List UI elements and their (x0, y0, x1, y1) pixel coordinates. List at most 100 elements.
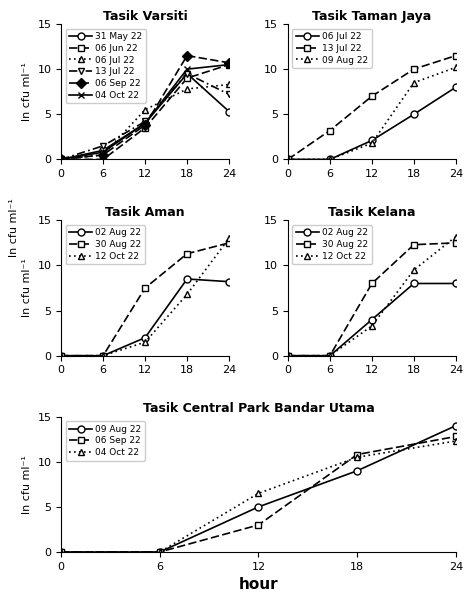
Line: 09 Aug 22: 09 Aug 22 (284, 64, 459, 163)
12 Oct 22 (453, 233, 459, 240)
02 Aug 22 (184, 275, 190, 283)
13 Jul 22 (142, 118, 148, 125)
30 Aug 22 (411, 241, 417, 248)
02 Aug 22 (142, 334, 148, 341)
06 Sep 22 (184, 52, 190, 59)
30 Aug 22 (453, 239, 459, 247)
04 Oct 22 (142, 119, 148, 127)
Legend: 02 Aug 22, 30 Aug 22, 12 Oct 22: 02 Aug 22, 30 Aug 22, 12 Oct 22 (292, 225, 372, 265)
31 May 22 (100, 147, 106, 154)
Legend: 06 Jul 22, 13 Jul 22, 09 Aug 22: 06 Jul 22, 13 Jul 22, 09 Aug 22 (292, 29, 372, 68)
12 Oct 22 (369, 322, 375, 329)
06 Sep 22 (142, 121, 148, 128)
06 Jul 22 (58, 156, 64, 163)
06 Sep 22 (100, 151, 106, 158)
12 Oct 22 (142, 338, 148, 346)
04 Oct 22 (100, 149, 106, 156)
04 Oct 22 (157, 548, 163, 556)
06 Jul 22 (184, 85, 190, 92)
Title: Tasik Varsiti: Tasik Varsiti (103, 10, 188, 23)
06 Jul 22 (411, 110, 417, 118)
04 Oct 22 (58, 548, 64, 556)
02 Aug 22 (226, 278, 232, 285)
12 Oct 22 (411, 266, 417, 274)
Legend: 31 May 22, 06 Jun 22, 06 Jul 22, 13 Jul 22, 06 Sep 22, 04 Oct 22: 31 May 22, 06 Jun 22, 06 Jul 22, 13 Jul … (66, 29, 146, 103)
13 Jul 22 (184, 70, 190, 77)
09 Aug 22 (58, 548, 64, 556)
12 Oct 22 (285, 352, 291, 359)
Line: 31 May 22: 31 May 22 (58, 70, 233, 163)
13 Jul 22 (369, 92, 375, 100)
Line: 06 Sep 22: 06 Sep 22 (58, 52, 233, 163)
06 Jul 22 (369, 137, 375, 144)
06 Sep 22 (256, 521, 261, 529)
30 Aug 22 (285, 352, 291, 359)
06 Sep 22 (453, 433, 459, 440)
06 Jul 22 (226, 81, 232, 88)
13 Jul 22 (58, 156, 64, 163)
02 Aug 22 (453, 280, 459, 287)
09 Aug 22 (369, 140, 375, 147)
13 Jul 22 (411, 65, 417, 73)
Y-axis label: ln cfu ml⁻¹: ln cfu ml⁻¹ (22, 259, 32, 317)
04 Oct 22 (184, 65, 190, 73)
30 Aug 22 (369, 280, 375, 287)
09 Aug 22 (256, 503, 261, 511)
Line: 06 Jul 22: 06 Jul 22 (58, 81, 233, 163)
06 Sep 22 (354, 451, 360, 458)
30 Aug 22 (226, 239, 232, 247)
Title: Tasik Aman: Tasik Aman (105, 206, 185, 219)
06 Jun 22 (100, 156, 106, 163)
Legend: 02 Aug 22, 30 Aug 22, 12 Oct 22: 02 Aug 22, 30 Aug 22, 12 Oct 22 (66, 225, 145, 265)
30 Aug 22 (184, 250, 190, 257)
02 Aug 22 (369, 316, 375, 323)
Line: 06 Sep 22: 06 Sep 22 (58, 433, 459, 556)
31 May 22 (226, 108, 232, 115)
09 Aug 22 (327, 156, 333, 163)
Line: 30 Aug 22: 30 Aug 22 (284, 239, 459, 359)
Line: 06 Jul 22: 06 Jul 22 (284, 84, 459, 163)
12 Oct 22 (184, 291, 190, 298)
Line: 09 Aug 22: 09 Aug 22 (58, 422, 459, 556)
06 Jul 22 (100, 151, 106, 158)
31 May 22 (142, 119, 148, 127)
31 May 22 (58, 156, 64, 163)
13 Jul 22 (226, 91, 232, 98)
02 Aug 22 (327, 352, 333, 359)
06 Sep 22 (58, 156, 64, 163)
06 Sep 22 (157, 548, 163, 556)
06 Jul 22 (453, 83, 459, 91)
12 Oct 22 (226, 235, 232, 242)
02 Aug 22 (411, 280, 417, 287)
12 Oct 22 (327, 352, 333, 359)
Line: 13 Jul 22: 13 Jul 22 (58, 70, 233, 163)
06 Jul 22 (142, 106, 148, 113)
Line: 12 Oct 22: 12 Oct 22 (284, 233, 459, 359)
04 Oct 22 (58, 156, 64, 163)
06 Sep 22 (226, 59, 232, 67)
Legend: 09 Aug 22, 06 Sep 22, 04 Oct 22: 09 Aug 22, 06 Sep 22, 04 Oct 22 (66, 421, 145, 461)
09 Aug 22 (411, 79, 417, 86)
13 Jul 22 (285, 156, 291, 163)
X-axis label: hour: hour (239, 577, 278, 592)
13 Jul 22 (327, 127, 333, 134)
Line: 30 Aug 22: 30 Aug 22 (58, 239, 233, 359)
06 Jul 22 (285, 156, 291, 163)
Title: Tasik Kelana: Tasik Kelana (328, 206, 415, 219)
Y-axis label: ln cfu ml⁻¹: ln cfu ml⁻¹ (22, 62, 32, 121)
Line: 04 Oct 22: 04 Oct 22 (58, 61, 233, 163)
Text: ln cfu ml⁻¹: ln cfu ml⁻¹ (9, 199, 19, 257)
09 Aug 22 (157, 548, 163, 556)
09 Aug 22 (285, 156, 291, 163)
09 Aug 22 (453, 422, 459, 429)
Line: 02 Aug 22: 02 Aug 22 (284, 280, 459, 359)
30 Aug 22 (100, 352, 106, 359)
Title: Tasik Taman Jaya: Tasik Taman Jaya (312, 10, 431, 23)
04 Oct 22 (354, 454, 360, 461)
06 Jul 22 (327, 156, 333, 163)
Title: Tasik Central Park Bandar Utama: Tasik Central Park Bandar Utama (142, 403, 375, 415)
06 Jun 22 (226, 61, 232, 68)
30 Aug 22 (142, 284, 148, 292)
30 Aug 22 (58, 352, 64, 359)
30 Aug 22 (327, 352, 333, 359)
